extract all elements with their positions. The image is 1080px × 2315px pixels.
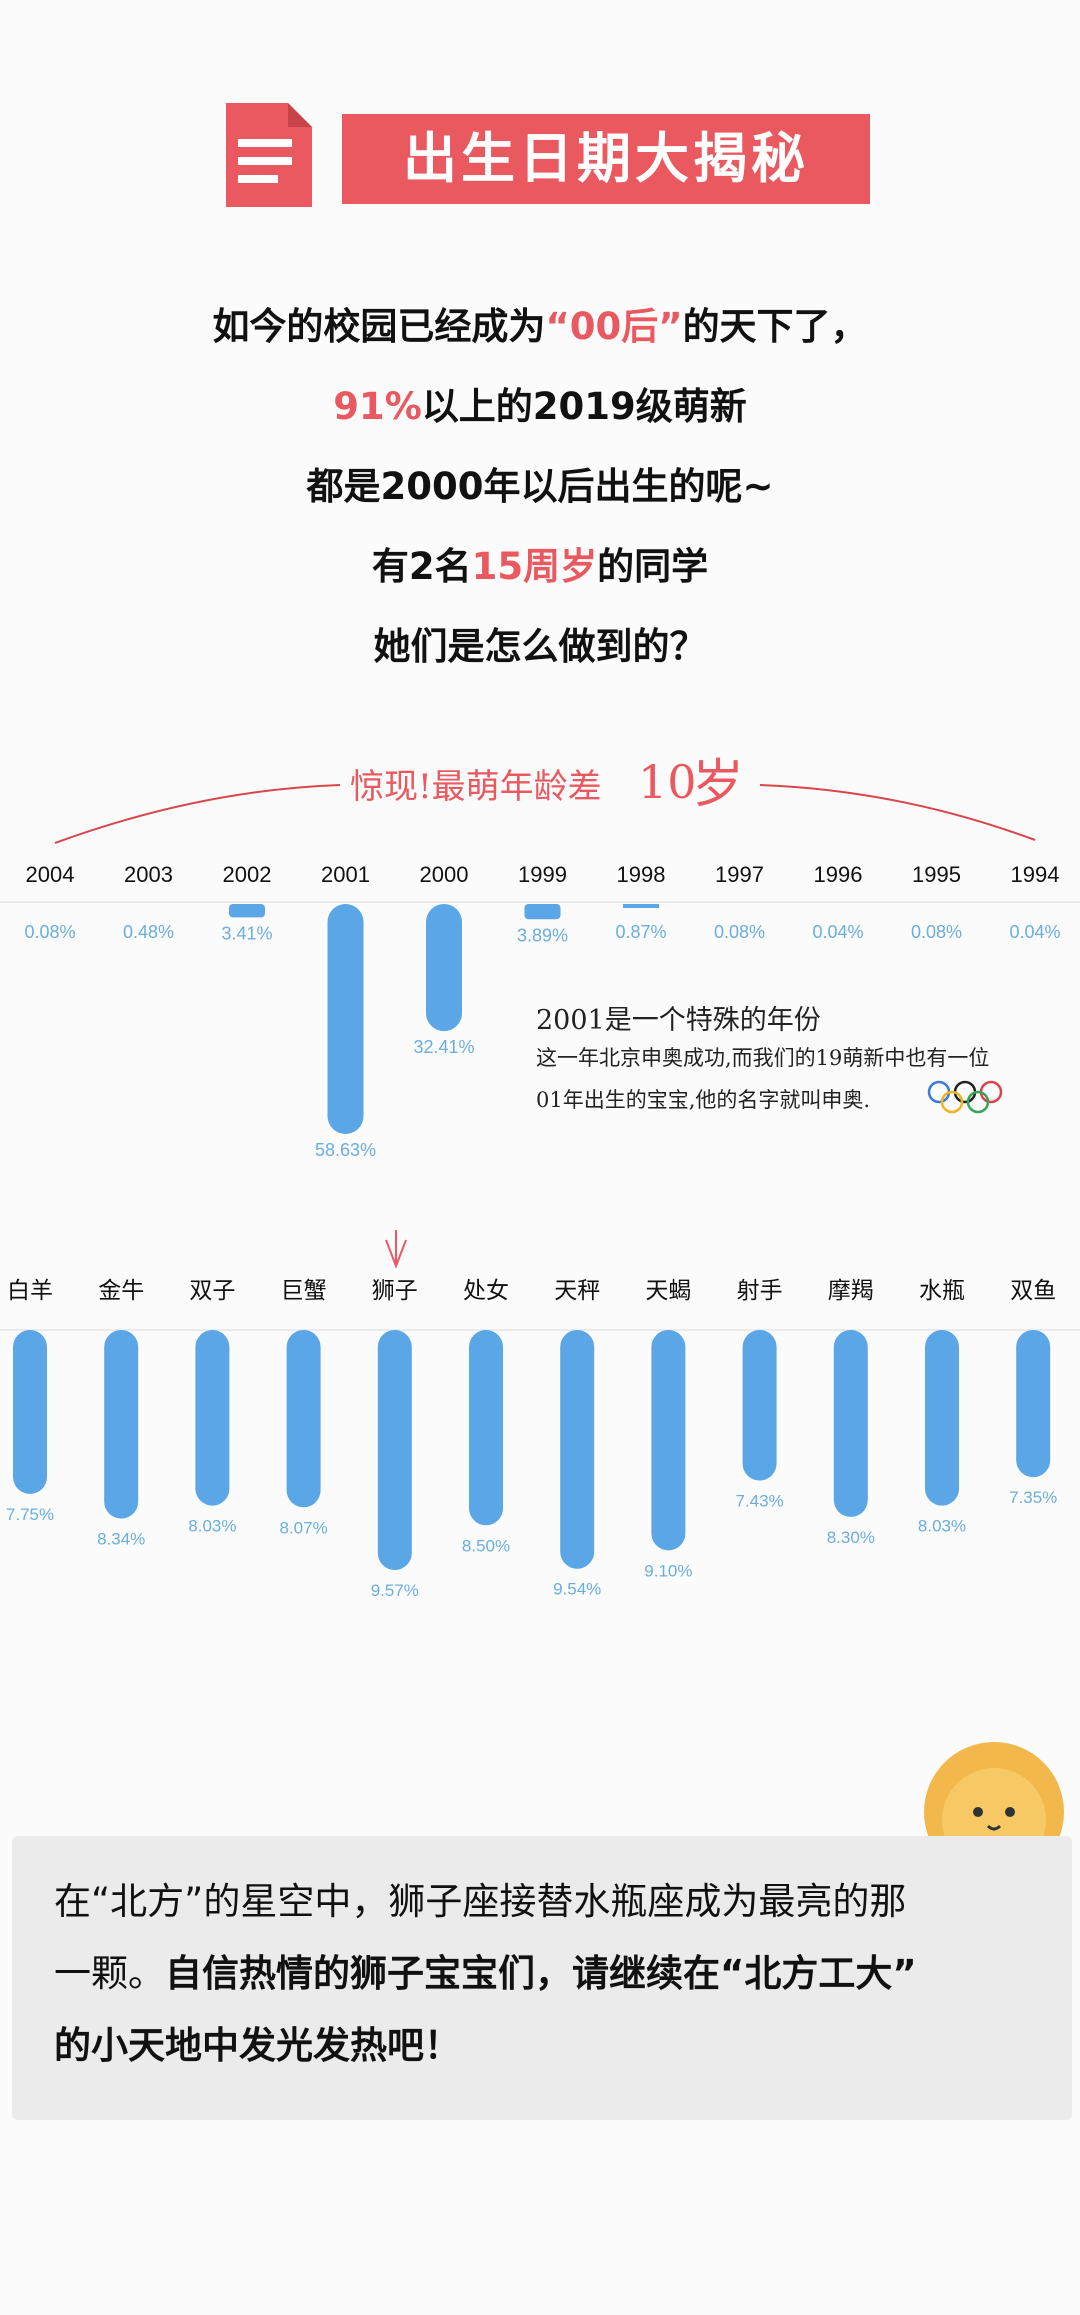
value-label: 8.34% [97,1530,145,1549]
value-label: 3.89% [517,925,568,945]
down-arrow-icon [385,1230,407,1269]
note-body-line-2: 01年出生的宝宝,他的名字就叫申奥. [536,1088,871,1112]
value-label: 7.75% [6,1505,54,1524]
banner-unit: 岁 [692,755,744,815]
year-label: 1995 [912,862,961,887]
value-label: 0.08% [24,922,75,942]
value-label: 3.41% [221,923,272,943]
note-title: 2001是一个特殊的年份 [536,1005,821,1036]
value-label: 0.08% [714,922,765,942]
zodiac-label: 天蝎 [645,1277,691,1303]
intro-line-5: 她们是怎么做到的？ [373,625,707,668]
year-label: 1994 [1011,862,1060,887]
title-banner [342,114,870,204]
value-label: 32.41% [413,1037,474,1057]
zodiac-label: 射手 [737,1277,783,1303]
zodiac-label: 水瓶 [919,1277,965,1303]
value-label: 0.04% [812,922,863,942]
birth-year-chart: 2004 0.08% 2003 0.48% 2002 3.41% 2001 58.63% 200… [0,862,1080,1160]
bar [195,1330,230,1506]
value-label: 8.50% [462,1536,510,1555]
year-label: 1996 [814,862,863,887]
footer-text: 在“北方”的星空中，狮子座接替水瓶座成为最亮的那 一颗。自信热情的狮子宝宝们，请… [54,1866,1044,2082]
value-label: 9.57% [371,1581,419,1600]
bar [286,1330,321,1508]
intro-line-3: 都是2000年以后出生的呢~ [306,465,774,508]
bar [229,904,265,918]
zodiac-label: 狮子 [372,1277,418,1303]
value-label: 8.30% [827,1528,875,1547]
lion-mascot-icon [924,1742,1064,1838]
bar [524,904,561,920]
year-label: 1999 [518,862,567,887]
bar [1016,1330,1051,1478]
zodiac-chart: 白羊 7.75% 金牛 8.34% 双子 8.03% 巨蟹 8.07% 狮子 9.57% 处女 8.5… [0,1230,1080,1600]
year-label: 1997 [715,862,764,887]
year-label: 2003 [124,862,173,887]
zodiac-label: 巨蟹 [281,1277,327,1303]
footer-line-2: 一颗。自信热情的狮子宝宝们，请继续在“北方工大” [54,1952,917,1995]
footer-panel [12,1836,1072,2120]
age-gap-banner: 惊现!最萌年龄差 10 岁 [54,755,1036,844]
bar [651,1330,686,1551]
value-label: 0.48% [123,922,174,942]
value-label: 9.10% [644,1561,692,1580]
year-label: 1998 [617,862,666,887]
bar [623,904,659,908]
bar [13,1330,47,1494]
value-label: 0.87% [615,922,666,942]
banner-text: 惊现!最萌年龄差 [350,767,602,807]
value-label: 8.03% [188,1517,236,1536]
value-label: 9.54% [553,1580,601,1599]
year-label: 2004 [26,862,75,887]
year-label: 2001 [321,862,370,887]
year-label: 2000 [420,862,469,887]
intro-line-1: 如今的校园已经成为“00后”的天下了， [212,305,868,348]
olympic-rings-icon [927,1080,1003,1114]
footer-line-3: 的小天地中发光发热吧！ [54,2024,461,2067]
zodiac-label: 金牛 [98,1277,144,1303]
page-title: 出生日期大揭秘 [403,127,809,190]
value-label: 8.03% [918,1517,966,1536]
document-icon [226,103,312,207]
bar [426,904,462,1032]
zodiac-label: 双鱼 [1010,1277,1056,1303]
zodiac-label: 双子 [189,1277,235,1303]
bar [833,1330,868,1517]
bar [469,1330,503,1526]
bar [104,1330,139,1519]
zodiac-label: 处女 [463,1277,509,1303]
year-label: 2002 [223,862,272,887]
zodiac-label: 天秤 [554,1277,600,1303]
value-label: 7.35% [1009,1488,1057,1507]
banner-number: 10 [638,755,697,809]
intro-line-4: 有2名15周岁的同学 [371,545,709,588]
bar [560,1330,595,1569]
value-label: 8.07% [279,1518,327,1537]
zodiac-label: 白羊 [7,1277,53,1303]
bar [327,904,364,1134]
note-body-line-1: 这一年北京申奥成功,而我们的19萌新中也有一位 [536,1046,990,1070]
bar [377,1330,412,1570]
intro-line-2: 91%以上的2019级萌新 [333,385,747,428]
bar [742,1330,777,1481]
zodiac-label: 摩羯 [828,1277,874,1303]
value-label: 0.04% [1009,922,1060,942]
bar [925,1330,959,1506]
footer-line-1: 在“北方”的星空中，狮子座接替水瓶座成为最亮的那 [54,1880,907,1923]
value-label: 0.08% [911,922,962,942]
value-label: 7.43% [735,1492,783,1511]
value-label: 58.63% [315,1140,376,1160]
